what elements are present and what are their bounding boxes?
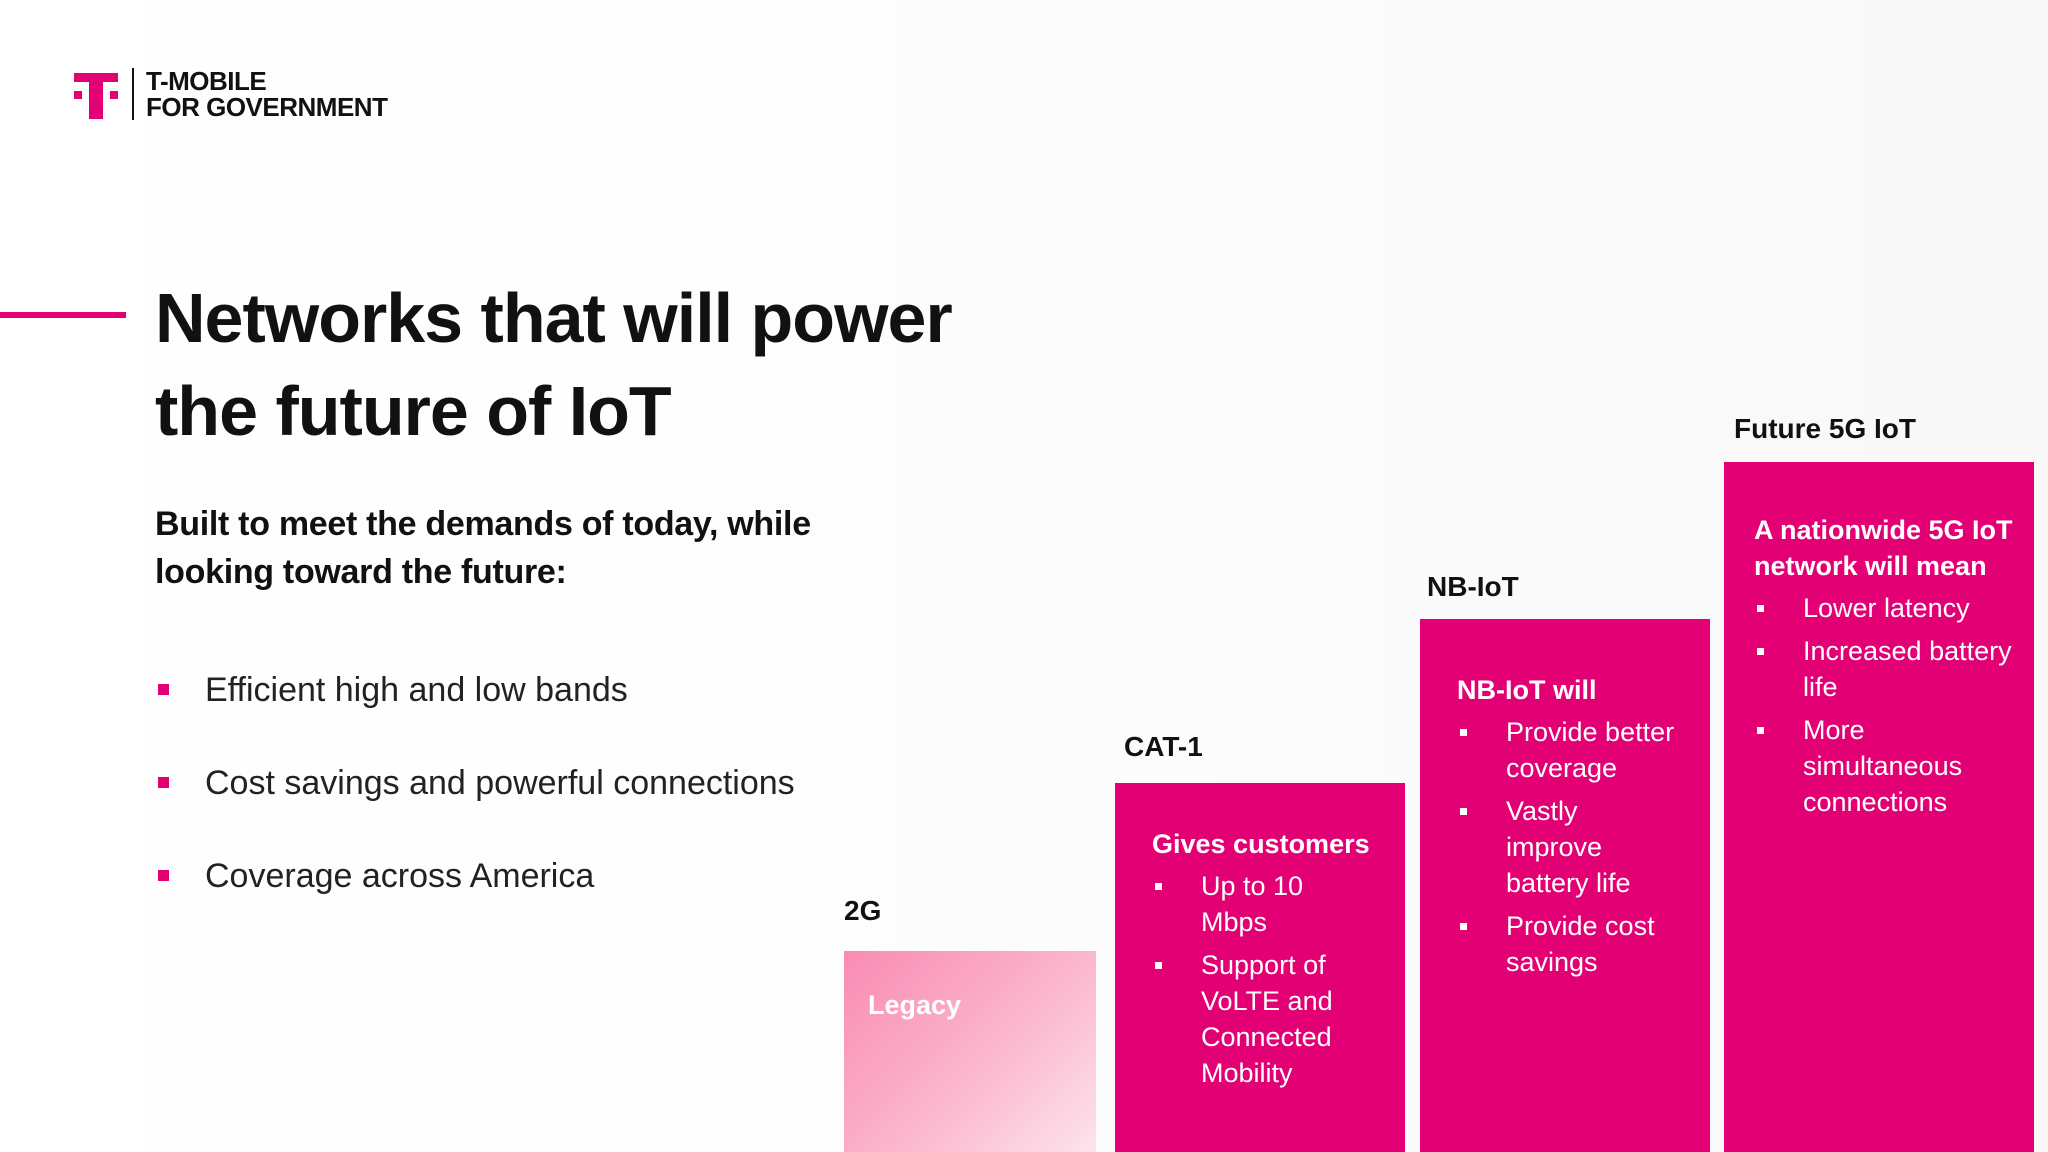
step-heading-2g: Legacy <box>868 990 962 1020</box>
step-list-item: Vastly improve battery life <box>1457 793 1680 901</box>
logo-text: T-MOBILE FOR GOVERNMENT <box>146 66 388 122</box>
t-logo-icon <box>74 69 118 119</box>
feature-bullet-text: Cost savings and powerful connections <box>205 764 795 802</box>
step-label-cat1: CAT-1 <box>1124 731 1203 762</box>
step-box-cat1: Gives customers Up to 10 Mbps Support of… <box>1115 783 1405 1152</box>
step-list-item-text: Increased battery life <box>1803 636 2012 702</box>
feature-bullet-text: Coverage across America <box>205 857 595 895</box>
step-heading-nbiot: NB-IoT will <box>1457 675 1597 705</box>
feature-bullet: Coverage across America <box>155 854 795 898</box>
feature-bullet: Cost savings and powerful connections <box>155 761 795 805</box>
step-label-2g: 2G <box>844 895 882 926</box>
step-list-item: Provide cost savings <box>1457 908 1680 980</box>
step-list-item-text: Vastly improve battery life <box>1506 796 1631 898</box>
square-bullet-icon <box>158 870 169 881</box>
feature-bullet: Efficient high and low bands <box>155 668 795 712</box>
logo-line-2: FOR GOVERNMENT <box>146 92 388 122</box>
step-list-nbiot: Provide better coverage Vastly improve b… <box>1457 714 1680 980</box>
step-box-nbiot: NB-IoT will Provide better coverage Vast… <box>1420 619 1710 1152</box>
step-list-item-text: Lower latency <box>1803 593 1970 623</box>
square-bullet-icon <box>1757 605 1764 612</box>
step-list-item-text: Support of VoLTE and Connected Mobility <box>1201 950 1333 1088</box>
square-bullet-icon <box>1155 962 1162 969</box>
step-list-item-text: Up to 10 Mbps <box>1201 871 1304 937</box>
square-bullet-icon <box>1460 923 1467 930</box>
step-list-item: Provide better coverage <box>1457 714 1680 786</box>
step-heading-cat1: Gives customers <box>1152 829 1370 859</box>
step-heading-5g: A nationwide 5G IoT network will mean <box>1754 515 2013 581</box>
step-list-item: More simultaneous connections <box>1754 712 2016 820</box>
step-list-item-text: Provide cost savings <box>1506 911 1655 977</box>
feature-bullet-text: Efficient high and low bands <box>205 671 628 709</box>
slide-title: Networks that will power the future of I… <box>155 279 953 450</box>
step-list-item: Support of VoLTE and Connected Mobility <box>1152 947 1375 1091</box>
step-list-cat1: Up to 10 Mbps Support of VoLTE and Conne… <box>1152 868 1375 1091</box>
step-label-5g: Future 5G IoT <box>1734 413 1916 444</box>
feature-bullet-list: Efficient high and low bands Cost saving… <box>155 668 795 947</box>
square-bullet-icon <box>1460 808 1467 815</box>
square-bullet-icon <box>1155 883 1162 890</box>
tmobile-logo: T-MOBILE FOR GOVERNMENT <box>74 66 388 122</box>
step-list-item: Up to 10 Mbps <box>1152 868 1375 940</box>
step-list-item: Lower latency <box>1754 590 2016 626</box>
square-bullet-icon <box>158 684 169 695</box>
logo-line-1: T-MOBILE <box>146 66 267 96</box>
step-list-item-text: Provide better coverage <box>1506 717 1675 783</box>
step-label-nbiot: NB-IoT <box>1427 571 1519 602</box>
step-list-5g: Lower latency Increased battery life Mor… <box>1754 590 2016 820</box>
square-bullet-icon <box>1757 727 1764 734</box>
logo-divider <box>132 68 134 120</box>
step-list-item: Increased battery life <box>1754 633 2016 705</box>
step-box-2g: Legacy <box>844 951 1096 1152</box>
square-bullet-icon <box>1757 648 1764 655</box>
step-list-item-text: More simultaneous connections <box>1803 715 1963 817</box>
square-bullet-icon <box>1460 729 1467 736</box>
step-box-5g: A nationwide 5G IoT network will mean Lo… <box>1724 462 2034 1152</box>
square-bullet-icon <box>158 777 169 788</box>
accent-line <box>0 312 126 318</box>
slide-subtitle: Built to meet the demands of today, whil… <box>155 505 811 591</box>
